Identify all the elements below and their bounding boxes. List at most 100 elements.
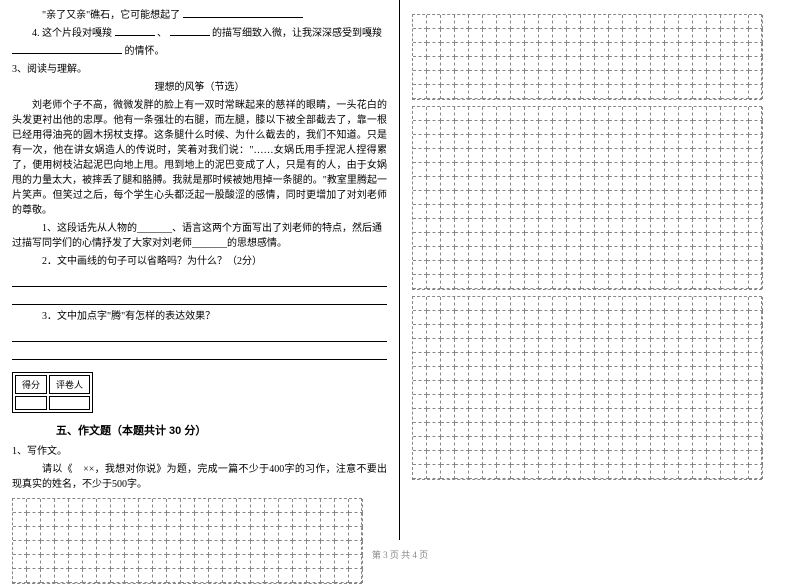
grid-cell[interactable]: [525, 261, 539, 275]
grid-cell[interactable]: [693, 409, 707, 423]
grid-cell[interactable]: [721, 149, 735, 163]
grid-cell[interactable]: [679, 311, 693, 325]
grid-cell[interactable]: [413, 395, 427, 409]
grid-cell[interactable]: [637, 177, 651, 191]
grid-cell[interactable]: [567, 297, 581, 311]
grid-cell[interactable]: [651, 57, 665, 71]
grid-cell[interactable]: [483, 107, 497, 121]
grid-cell[interactable]: [469, 121, 483, 135]
grid-cell[interactable]: [679, 191, 693, 205]
grid-cell[interactable]: [679, 275, 693, 289]
grid-cell[interactable]: [525, 451, 539, 465]
grid-cell[interactable]: [567, 121, 581, 135]
grid-cell[interactable]: [581, 121, 595, 135]
grid-cell[interactable]: [469, 219, 483, 233]
grid-cell[interactable]: [511, 311, 525, 325]
grid-cell[interactable]: [735, 367, 749, 381]
grid-cell[interactable]: [609, 233, 623, 247]
grid-cell[interactable]: [413, 311, 427, 325]
grid-cell[interactable]: [525, 107, 539, 121]
grid-cell[interactable]: [265, 513, 279, 527]
grid-cell[interactable]: [567, 381, 581, 395]
grid-cell[interactable]: [679, 205, 693, 219]
grid-cell[interactable]: [567, 149, 581, 163]
grid-cell[interactable]: [427, 395, 441, 409]
grid-cell[interactable]: [595, 135, 609, 149]
grid-cell[interactable]: [637, 57, 651, 71]
grid-cell[interactable]: [679, 233, 693, 247]
grid-cell[interactable]: [511, 107, 525, 121]
grid-cell[interactable]: [665, 395, 679, 409]
grid-cell[interactable]: [251, 527, 265, 541]
grid-cell[interactable]: [623, 121, 637, 135]
grid-cell[interactable]: [483, 219, 497, 233]
grid-cell[interactable]: [511, 57, 525, 71]
grid-cell[interactable]: [413, 121, 427, 135]
grid-cell[interactable]: [441, 135, 455, 149]
grid-cell[interactable]: [455, 261, 469, 275]
grid-cell[interactable]: [413, 29, 427, 43]
grid-cell[interactable]: [469, 451, 483, 465]
grid-cell[interactable]: [483, 261, 497, 275]
grid-cell[interactable]: [693, 43, 707, 57]
grid-cell[interactable]: [427, 163, 441, 177]
grid-cell[interactable]: [539, 353, 553, 367]
grid-cell[interactable]: [749, 395, 763, 409]
grid-cell[interactable]: [735, 339, 749, 353]
grid-cell[interactable]: [483, 247, 497, 261]
grid-cell[interactable]: [567, 71, 581, 85]
grid-cell[interactable]: [665, 107, 679, 121]
grid-cell[interactable]: [679, 29, 693, 43]
grid-cell[interactable]: [307, 499, 321, 513]
grid-cell[interactable]: [707, 121, 721, 135]
grid-cell[interactable]: [265, 499, 279, 513]
grid-cell[interactable]: [609, 409, 623, 423]
grid-cell[interactable]: [735, 15, 749, 29]
grid-cell[interactable]: [637, 149, 651, 163]
grid-cell[interactable]: [595, 409, 609, 423]
grid-cell[interactable]: [525, 71, 539, 85]
grid-cell[interactable]: [27, 527, 41, 541]
grid-cell[interactable]: [595, 85, 609, 99]
grid-cell[interactable]: [293, 499, 307, 513]
grid-cell[interactable]: [413, 233, 427, 247]
grid-cell[interactable]: [679, 85, 693, 99]
grid-cell[interactable]: [111, 569, 125, 583]
grid-cell[interactable]: [469, 43, 483, 57]
grid-cell[interactable]: [539, 57, 553, 71]
grid-cell[interactable]: [55, 499, 69, 513]
grid-cell[interactable]: [483, 437, 497, 451]
grid-cell[interactable]: [721, 423, 735, 437]
grid-cell[interactable]: [735, 177, 749, 191]
grid-cell[interactable]: [497, 367, 511, 381]
grid-cell[interactable]: [413, 437, 427, 451]
grid-cell[interactable]: [483, 297, 497, 311]
grid-cell[interactable]: [413, 191, 427, 205]
grid-cell[interactable]: [553, 85, 567, 99]
grid-cell[interactable]: [511, 297, 525, 311]
grid-cell[interactable]: [693, 135, 707, 149]
grid-cell[interactable]: [707, 275, 721, 289]
grid-cell[interactable]: [721, 311, 735, 325]
grid-cell[interactable]: [567, 107, 581, 121]
grid-cell[interactable]: [749, 275, 763, 289]
grid-cell[interactable]: [237, 499, 251, 513]
grid-cell[interactable]: [511, 451, 525, 465]
grid-cell[interactable]: [539, 29, 553, 43]
grid-cell[interactable]: [427, 71, 441, 85]
grid-cell[interactable]: [539, 219, 553, 233]
grid-cell[interactable]: [651, 247, 665, 261]
grid-cell[interactable]: [525, 437, 539, 451]
grid-cell[interactable]: [707, 135, 721, 149]
grid-cell[interactable]: [455, 205, 469, 219]
grid-cell[interactable]: [637, 121, 651, 135]
grid-cell[interactable]: [581, 149, 595, 163]
grid-cell[interactable]: [679, 177, 693, 191]
grid-cell[interactable]: [139, 527, 153, 541]
grid-cell[interactable]: [623, 191, 637, 205]
grid-cell[interactable]: [539, 149, 553, 163]
grid-cell[interactable]: [735, 121, 749, 135]
grid-cell[interactable]: [581, 465, 595, 479]
grid-cell[interactable]: [595, 57, 609, 71]
grid-cell[interactable]: [749, 465, 763, 479]
